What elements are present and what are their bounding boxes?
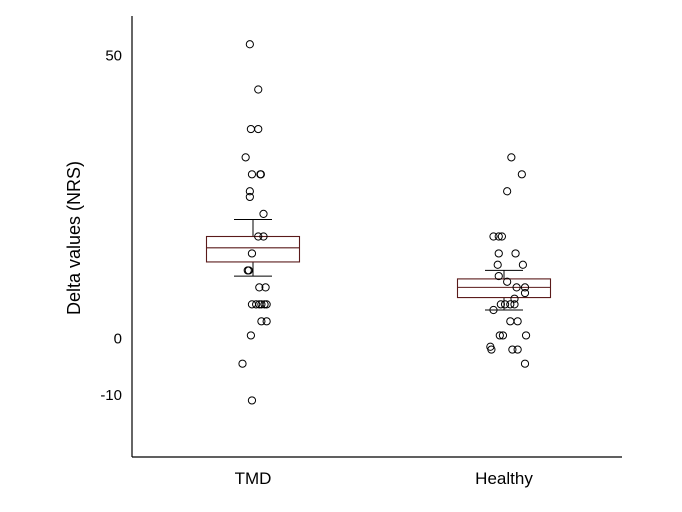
data-point: [510, 300, 519, 309]
data-point: [255, 283, 264, 292]
box: [456, 278, 552, 299]
group-healthy: [456, 153, 552, 368]
x-category-labels: TMD Healthy: [235, 469, 534, 488]
data-point: [260, 300, 269, 309]
data-point: [493, 260, 502, 269]
data-point: [254, 85, 263, 94]
data-point: [254, 124, 263, 134]
data-point: [247, 396, 257, 405]
y-axis-title: Delta values (NRS): [64, 161, 84, 315]
data-point: [256, 170, 265, 179]
data-point: [262, 317, 271, 326]
y-tick-label: 50: [105, 48, 122, 65]
data-point: [489, 305, 498, 315]
axes: [131, 16, 622, 458]
data-point: [513, 317, 522, 326]
x-category-label: TMD: [235, 469, 272, 488]
data-point: [257, 300, 266, 309]
data-point: [254, 232, 263, 241]
data-point: [247, 170, 257, 179]
data-point: [507, 153, 516, 162]
data-point: [508, 345, 517, 354]
data-point: [262, 300, 271, 309]
data-point: [245, 187, 254, 196]
data-point: [511, 249, 520, 258]
data-point: [245, 40, 254, 49]
data-point: [503, 277, 512, 286]
y-tick-label: -10: [100, 387, 122, 404]
data-point: [259, 209, 268, 218]
data-point: [503, 187, 512, 196]
data-point: [252, 300, 261, 309]
data-point: [489, 232, 498, 241]
data-point: [494, 232, 503, 241]
data-point: [520, 359, 530, 368]
data-point: [259, 232, 268, 241]
data-point: [487, 345, 496, 354]
data-point: [506, 317, 515, 326]
data-point: [261, 283, 270, 292]
data-point: [500, 300, 510, 309]
data-point: [247, 300, 257, 309]
data-point: [521, 331, 531, 340]
data-point: [518, 260, 528, 269]
y-tick-label: 0: [114, 330, 122, 347]
data-point: [246, 331, 255, 340]
data-point: [244, 266, 253, 275]
data-point: [506, 300, 515, 309]
data-point: [495, 331, 504, 340]
data-point: [496, 300, 505, 309]
groups: [205, 40, 552, 405]
data-point: [238, 359, 247, 368]
data-point: [520, 288, 530, 298]
data-point: [510, 294, 519, 303]
x-category-label: Healthy: [475, 469, 533, 488]
data-point: [497, 232, 506, 241]
data-point: [520, 283, 530, 292]
data-point: [498, 331, 508, 340]
group-tmd: [205, 40, 301, 405]
data-point: [517, 170, 526, 179]
data-point: [494, 271, 503, 281]
data-point: [494, 249, 503, 258]
data-point: [241, 153, 250, 162]
data-point: [512, 283, 521, 292]
data-point: [257, 317, 266, 326]
data-point: [246, 124, 255, 134]
y-tick-labels: 50 0 -10: [100, 48, 122, 404]
data-point: [245, 192, 254, 202]
data-point: [513, 345, 522, 354]
data-point: [247, 249, 257, 258]
box: [205, 235, 301, 263]
